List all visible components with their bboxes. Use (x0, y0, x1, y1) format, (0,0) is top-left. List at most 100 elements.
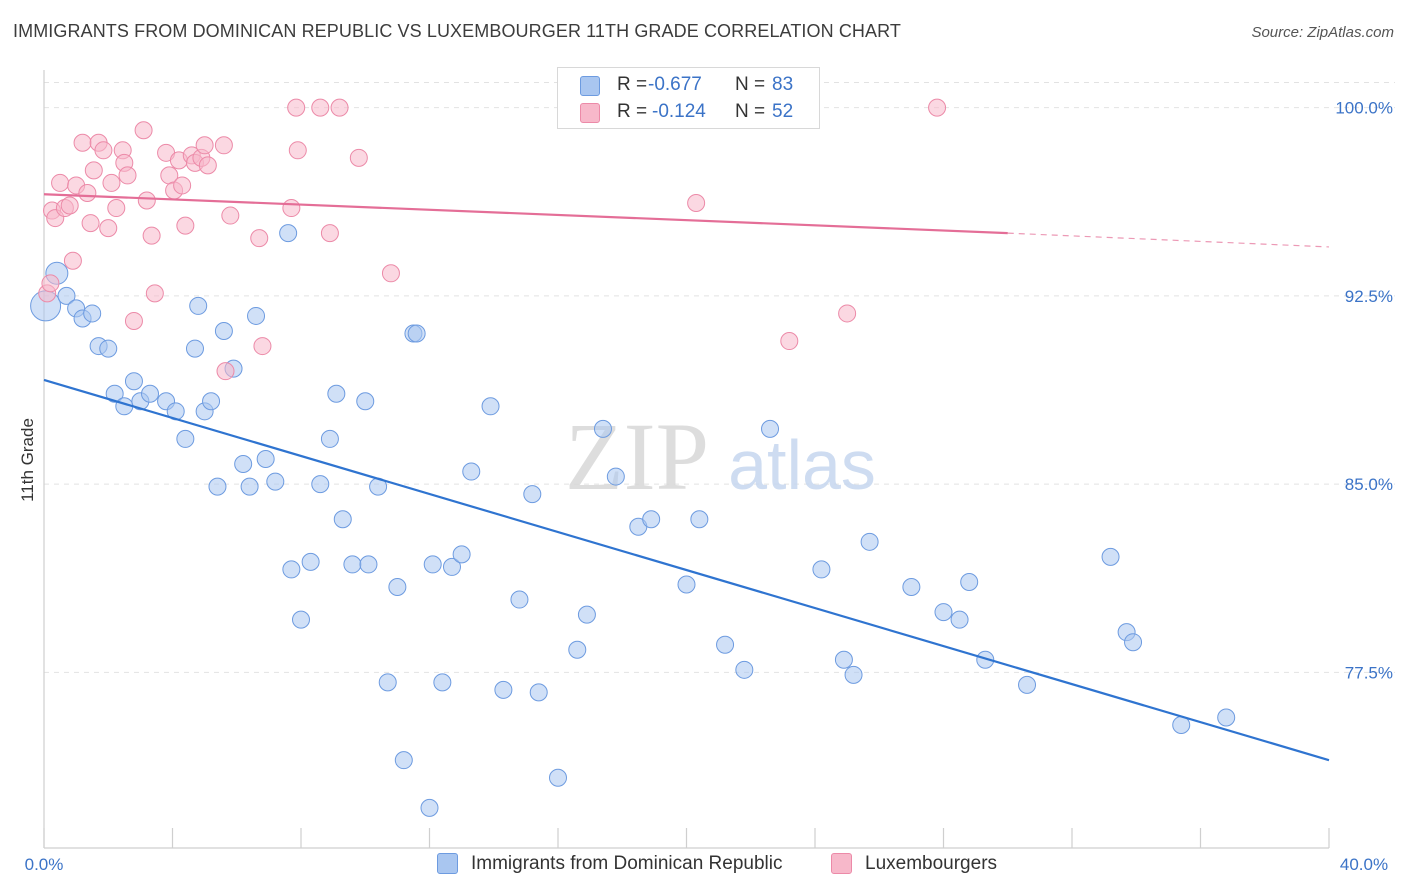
data-point (378, 673, 397, 692)
data-point (1217, 708, 1236, 727)
y-tick-label: 92.5% (1345, 287, 1393, 306)
legend-r-label: R = (617, 101, 648, 122)
data-point (142, 226, 161, 245)
legend-n-label: N = (735, 101, 766, 122)
data-point (99, 339, 118, 358)
x-tick-label-max: 40.0% (1340, 855, 1388, 874)
data-point (960, 572, 979, 591)
data-point (780, 332, 799, 351)
data-point (381, 264, 400, 283)
data-point (51, 173, 70, 192)
data-point (208, 477, 227, 496)
gridlines (44, 82, 1395, 673)
data-point (934, 603, 953, 622)
series-dominican-republic (30, 224, 1236, 817)
data-point (60, 196, 79, 215)
data-point (250, 229, 269, 248)
data-point (716, 635, 735, 654)
data-point (240, 477, 259, 496)
data-point (928, 98, 947, 117)
data-point (234, 455, 253, 474)
data-point (677, 575, 696, 594)
data-point (176, 216, 195, 235)
bottom-legend-swatch-blue (437, 853, 458, 874)
data-point (860, 532, 879, 551)
data-point (221, 206, 240, 225)
data-point (189, 296, 208, 315)
trendline-luxembourgers-extension (1007, 232, 1330, 248)
data-point (320, 429, 339, 448)
data-point (1018, 675, 1037, 694)
data-point (433, 673, 452, 692)
watermark: ZIP atlas (565, 403, 876, 510)
data-point (1101, 547, 1120, 566)
data-point (343, 555, 362, 574)
bottom-legend-label: Immigrants from Dominican Republic (471, 853, 783, 874)
legend-swatch-blue (580, 76, 600, 96)
data-point (523, 485, 542, 504)
data-point (423, 555, 442, 574)
data-point (462, 462, 481, 481)
data-point (81, 214, 100, 233)
data-point (107, 199, 126, 218)
data-point (84, 161, 103, 180)
data-point (124, 311, 143, 330)
data-point (394, 751, 413, 770)
legend-r-value: -0.124 (652, 101, 706, 122)
data-point (690, 510, 709, 529)
y-tick-label: 77.5% (1345, 663, 1393, 682)
data-point (214, 322, 233, 341)
data-point (57, 286, 76, 305)
data-point (173, 176, 192, 195)
data-point (118, 166, 137, 185)
data-point (311, 475, 330, 494)
legend-n-value: 52 (772, 101, 794, 122)
data-point (327, 384, 346, 403)
data-point (301, 552, 320, 571)
legend-r-label: R = (617, 74, 648, 95)
data-point (216, 362, 235, 381)
data-point (812, 560, 831, 579)
data-point (902, 577, 921, 596)
data-point (185, 339, 204, 358)
data-point (202, 392, 221, 411)
data-point (124, 372, 143, 391)
data-point (687, 194, 706, 213)
data-point (83, 304, 102, 323)
data-point (94, 141, 113, 160)
data-point (63, 251, 82, 270)
data-point (134, 121, 153, 140)
data-point (253, 337, 272, 356)
data-point (1124, 633, 1143, 652)
data-point (311, 98, 330, 117)
source-credit: Source: ZipAtlas.com (1251, 24, 1394, 41)
bottom-legend-swatch-pink (831, 853, 852, 874)
data-point (593, 419, 612, 438)
data-point (198, 156, 217, 175)
data-point (950, 610, 969, 629)
data-point (577, 605, 596, 624)
correlation-legend: R = -0.677 N = 83 R = -0.124 N = 52 (557, 67, 820, 129)
data-point (320, 224, 339, 243)
data-point (568, 640, 587, 659)
legend-swatch-pink (580, 103, 600, 123)
data-point (195, 136, 214, 155)
data-point (494, 680, 513, 699)
data-point (287, 98, 306, 117)
data-point (282, 560, 301, 579)
data-point (330, 98, 349, 117)
data-point (41, 274, 60, 293)
data-point (279, 224, 298, 243)
data-point (292, 610, 310, 629)
data-point (549, 768, 567, 787)
data-point (349, 148, 368, 167)
data-point (214, 136, 233, 155)
x-tick-label-min: 0.0% (25, 855, 64, 874)
data-point (529, 683, 548, 702)
trendline-dominican (43, 378, 1330, 762)
data-point (256, 450, 275, 468)
data-point (73, 133, 92, 152)
data-point (99, 219, 118, 238)
data-point (333, 510, 352, 529)
data-point (356, 392, 375, 411)
